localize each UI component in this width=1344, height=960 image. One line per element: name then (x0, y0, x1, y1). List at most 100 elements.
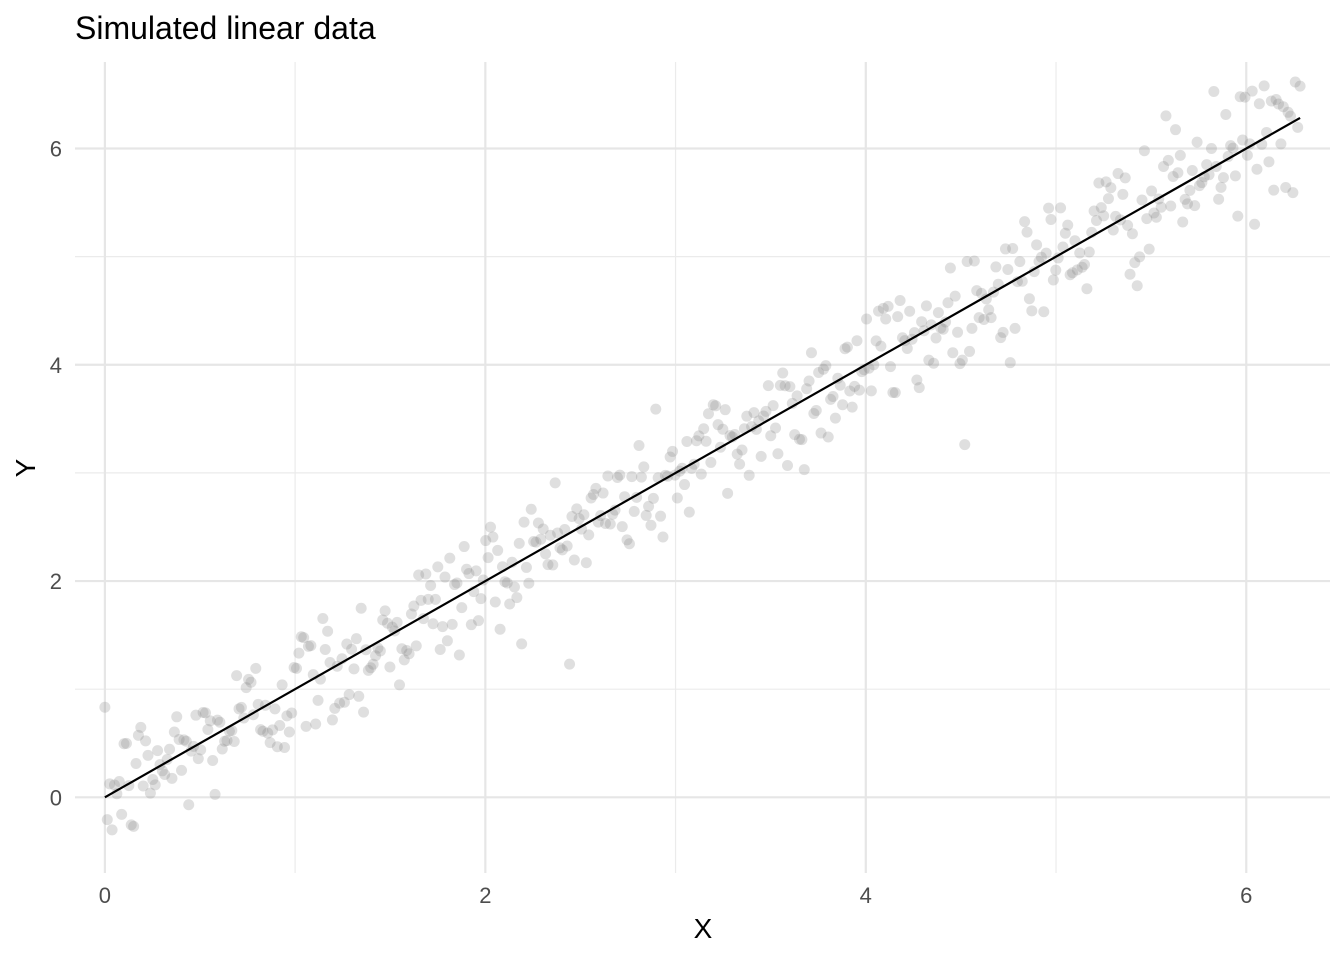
data-point (743, 469, 755, 481)
data-point (132, 729, 144, 741)
data-point (190, 709, 202, 721)
data-point (125, 819, 137, 831)
data-point (1014, 256, 1026, 268)
data-point (985, 312, 997, 324)
data-point (135, 721, 147, 733)
data-point (334, 697, 346, 709)
data-point (520, 561, 532, 573)
data-point (365, 662, 377, 674)
data-point (290, 662, 302, 674)
data-point (269, 703, 281, 715)
data-point (171, 711, 183, 723)
data-point (904, 305, 916, 317)
x-tick-labels: 0 2 4 6 (99, 883, 1253, 908)
data-point (542, 559, 554, 571)
data-point (1026, 305, 1038, 317)
data-point (219, 735, 231, 747)
data-point (1004, 357, 1016, 369)
data-point (1249, 218, 1261, 230)
data-point (887, 387, 899, 399)
data-point (1138, 145, 1150, 157)
data-point (439, 571, 451, 583)
data-point (475, 593, 487, 605)
data-point (1126, 228, 1138, 240)
data-point (892, 311, 904, 323)
data-point (559, 524, 571, 536)
data-point (164, 743, 176, 755)
data-point (302, 640, 314, 652)
data-point (1083, 246, 1095, 258)
data-point (528, 535, 540, 547)
y-tick-label: 4 (50, 353, 62, 378)
data-point (398, 654, 410, 666)
data-point (178, 734, 190, 746)
data-point (116, 808, 128, 820)
data-point (312, 694, 324, 706)
data-point (973, 312, 985, 324)
data-point (1110, 210, 1122, 222)
data-point (1189, 200, 1201, 212)
data-point (1031, 239, 1043, 251)
data-point (882, 300, 894, 312)
data-point (1167, 171, 1179, 183)
data-point (1045, 214, 1057, 226)
data-point (990, 261, 1002, 273)
data-point (547, 559, 559, 571)
data-point (271, 741, 283, 753)
data-point (101, 814, 113, 826)
data-point (1239, 91, 1251, 103)
data-point (183, 799, 195, 811)
data-point (228, 735, 240, 747)
data-point (719, 404, 731, 416)
data-point (640, 509, 652, 521)
data-point (935, 322, 947, 334)
data-point (755, 450, 767, 462)
data-point (537, 523, 549, 535)
data-point (358, 706, 370, 718)
data-point (949, 290, 961, 302)
data-point (1294, 80, 1306, 92)
data-point (896, 332, 908, 344)
data-point (564, 658, 576, 670)
data-point (683, 506, 695, 518)
data-point (377, 614, 389, 626)
data-point (650, 403, 662, 415)
data-point (698, 423, 710, 435)
data-point (168, 726, 180, 738)
data-point (679, 479, 691, 491)
data-point (837, 399, 849, 411)
data-point (140, 735, 152, 747)
data-point (319, 643, 331, 655)
data-point (173, 733, 185, 745)
data-point (1150, 211, 1162, 223)
data-point (149, 779, 161, 791)
data-point (262, 727, 274, 739)
data-point (214, 716, 226, 728)
data-point (348, 663, 360, 675)
data-point (489, 596, 501, 608)
data-point (1007, 242, 1019, 254)
x-tick-label: 4 (860, 883, 872, 908)
data-point (671, 492, 683, 504)
data-point (197, 706, 209, 718)
data-point (877, 302, 889, 314)
data-point (104, 778, 116, 790)
data-point (453, 649, 465, 661)
data-point (1093, 177, 1105, 189)
data-point (276, 679, 288, 691)
data-point (1215, 181, 1227, 193)
data-point (578, 509, 590, 521)
data-point (1141, 213, 1153, 225)
data-point (1165, 200, 1177, 212)
data-point (583, 529, 595, 541)
data-point (681, 435, 693, 447)
data-point (1098, 210, 1110, 222)
data-point (1258, 80, 1270, 92)
data-point (362, 664, 374, 676)
data-point (130, 757, 142, 769)
data-point (120, 737, 132, 749)
data-point (523, 577, 535, 589)
data-point (956, 354, 968, 366)
data-point (1172, 167, 1184, 179)
